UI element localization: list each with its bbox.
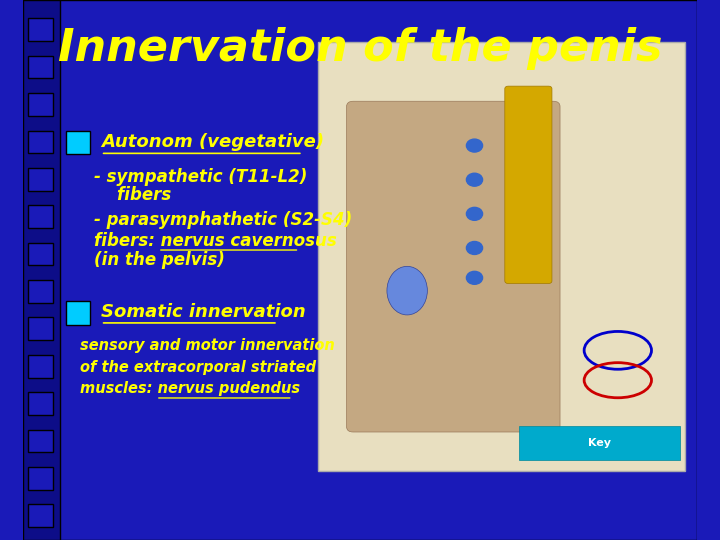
FancyBboxPatch shape <box>28 18 53 41</box>
Circle shape <box>467 271 482 284</box>
Text: (in the pelvis): (in the pelvis) <box>94 251 225 269</box>
FancyBboxPatch shape <box>28 93 53 116</box>
Circle shape <box>467 173 482 186</box>
FancyBboxPatch shape <box>28 280 53 303</box>
FancyBboxPatch shape <box>28 242 53 265</box>
FancyBboxPatch shape <box>346 102 560 432</box>
FancyBboxPatch shape <box>28 131 53 153</box>
FancyBboxPatch shape <box>23 0 60 540</box>
FancyBboxPatch shape <box>28 504 53 527</box>
Text: Key: Key <box>588 438 611 448</box>
Text: Somatic innervation: Somatic innervation <box>101 303 305 321</box>
Text: Autonom (vegetative): Autonom (vegetative) <box>101 133 324 151</box>
Circle shape <box>467 241 482 254</box>
FancyBboxPatch shape <box>28 318 53 340</box>
FancyBboxPatch shape <box>23 0 697 540</box>
Text: sensory and motor innervation: sensory and motor innervation <box>81 338 336 353</box>
FancyBboxPatch shape <box>28 430 53 453</box>
FancyBboxPatch shape <box>505 86 552 284</box>
FancyBboxPatch shape <box>519 426 680 460</box>
Text: muscles: nervus pudendus: muscles: nervus pudendus <box>81 381 301 396</box>
FancyBboxPatch shape <box>66 131 90 154</box>
FancyBboxPatch shape <box>28 467 53 490</box>
Text: fibers: fibers <box>94 186 171 205</box>
Ellipse shape <box>387 266 428 315</box>
FancyBboxPatch shape <box>28 168 53 191</box>
FancyBboxPatch shape <box>28 355 53 377</box>
FancyBboxPatch shape <box>28 56 53 78</box>
FancyBboxPatch shape <box>28 205 53 228</box>
Circle shape <box>467 207 482 220</box>
Text: - parasymphathetic (S2-S4): - parasymphathetic (S2-S4) <box>94 211 352 230</box>
Text: fibers: nervus cavernosus: fibers: nervus cavernosus <box>94 232 337 251</box>
Circle shape <box>467 139 482 152</box>
Text: Innervation of the penis: Innervation of the penis <box>58 27 662 70</box>
FancyBboxPatch shape <box>318 42 685 471</box>
FancyBboxPatch shape <box>28 392 53 415</box>
Text: - sympathetic (T11-L2): - sympathetic (T11-L2) <box>94 168 307 186</box>
FancyBboxPatch shape <box>66 301 90 325</box>
Text: of the extracorporal striated: of the extracorporal striated <box>81 360 317 375</box>
